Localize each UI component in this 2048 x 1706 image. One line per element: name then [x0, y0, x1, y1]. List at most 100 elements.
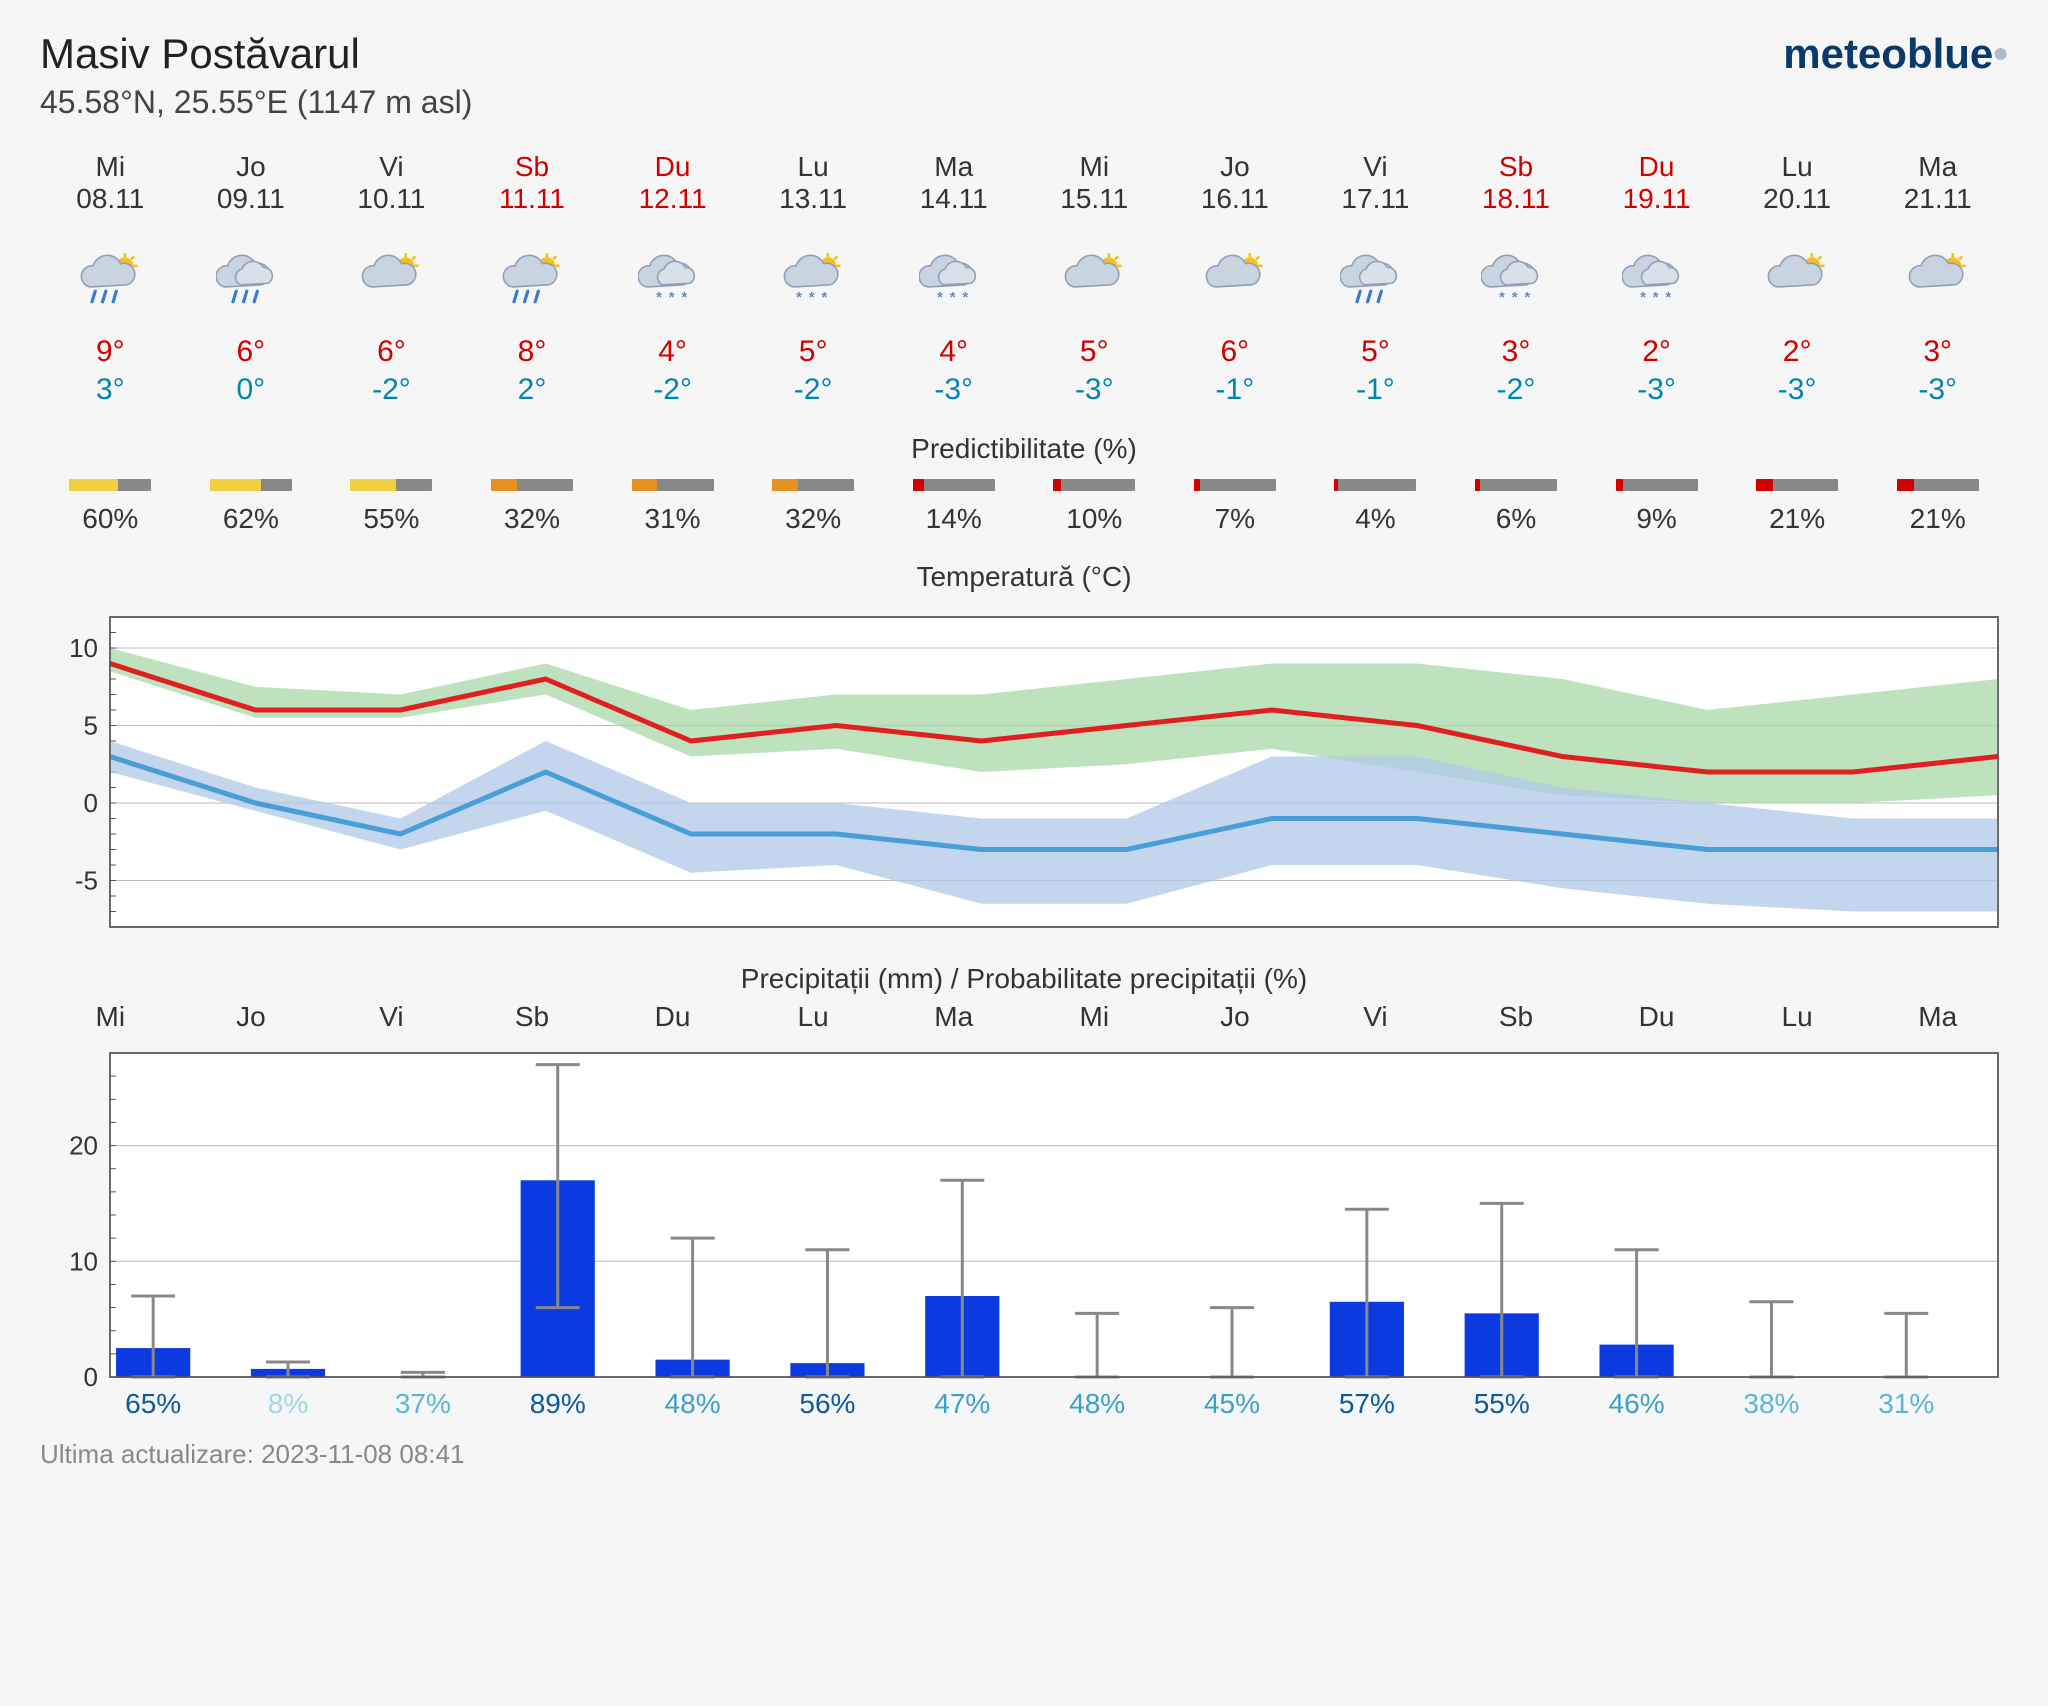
svg-text:*: *: [1652, 289, 1658, 305]
svg-text:45%: 45%: [1204, 1388, 1260, 1419]
day-date: 12.11: [602, 183, 743, 215]
weather-icon: [1165, 233, 1306, 323]
day-date: 19.11: [1586, 183, 1727, 215]
predictability-bar: [210, 479, 292, 491]
svg-text:*: *: [949, 289, 955, 305]
temperature-title: Temperatură (°C): [40, 561, 2008, 593]
temp-low: -1°: [1305, 373, 1446, 407]
predictability-percent: 32%: [743, 503, 884, 535]
predictability-bar: [491, 479, 573, 491]
weather-icon: ***: [743, 233, 884, 323]
location-block: Masiv Postăvarul 45.58°N, 25.55°E (1147 …: [40, 30, 472, 121]
precip-day-label: Lu: [1727, 1001, 1868, 1033]
forecast-day-grid: Mi08.119°3°Jo09.116°0°Vi10.116°-2°Sb11.1…: [40, 151, 2008, 407]
day-of-week: Vi: [321, 151, 462, 183]
predictability-bar: [1616, 479, 1698, 491]
predictability-cell: 55%: [321, 479, 462, 535]
weather-icon: [1867, 233, 2008, 323]
temp-high: 6°: [1165, 335, 1306, 369]
forecast-day: Vi10.116°-2°: [321, 151, 462, 407]
svg-text:*: *: [668, 289, 674, 305]
temperature-chart: -50510: [40, 607, 2008, 937]
temp-low: -3°: [883, 373, 1024, 407]
predictability-cell: 6%: [1446, 479, 1587, 535]
predictability-percent: 32%: [462, 503, 603, 535]
day-date: 13.11: [743, 183, 884, 215]
day-date: 16.11: [1165, 183, 1306, 215]
predictability-percent: 4%: [1305, 503, 1446, 535]
weather-icon: [321, 233, 462, 323]
temp-low: -3°: [1867, 373, 2008, 407]
svg-text:56%: 56%: [799, 1388, 855, 1419]
predictability-percent: 7%: [1165, 503, 1306, 535]
temp-low: -3°: [1586, 373, 1727, 407]
precip-day-label: Mi: [1024, 1001, 1165, 1033]
temp-low: -2°: [602, 373, 743, 407]
precip-day-label: Du: [602, 1001, 743, 1033]
svg-text:*: *: [809, 289, 815, 305]
svg-text:38%: 38%: [1743, 1388, 1799, 1419]
temp-high: 5°: [743, 335, 884, 369]
svg-text:48%: 48%: [1069, 1388, 1125, 1419]
predictability-cell: 14%: [883, 479, 1024, 535]
forecast-day: Jo16.116°-1°: [1165, 151, 1306, 407]
svg-text:*: *: [1512, 289, 1518, 305]
forecast-day: Mi15.115°-3°: [1024, 151, 1165, 407]
temp-high: 2°: [1727, 335, 1868, 369]
predictability-bar: [1475, 479, 1557, 491]
svg-text:37%: 37%: [395, 1388, 451, 1419]
weather-icon: ***: [1446, 233, 1587, 323]
temp-low: -2°: [1446, 373, 1587, 407]
temp-high: 5°: [1024, 335, 1165, 369]
forecast-day: Sb11.118°2°: [462, 151, 603, 407]
location-title: Masiv Postăvarul: [40, 30, 472, 78]
svg-text:46%: 46%: [1609, 1388, 1665, 1419]
predictability-cell: 32%: [743, 479, 884, 535]
svg-text:*: *: [937, 289, 943, 305]
predictability-cell: 60%: [40, 479, 181, 535]
predictability-percent: 6%: [1446, 503, 1587, 535]
day-of-week: Sb: [1446, 151, 1587, 183]
temp-low: 3°: [40, 373, 181, 407]
temp-high: 6°: [321, 335, 462, 369]
temp-high: 3°: [1867, 335, 2008, 369]
precip-day-label: Mi: [40, 1001, 181, 1033]
predictability-title: Predictibilitate (%): [40, 433, 2008, 465]
precip-day-label: Jo: [1165, 1001, 1306, 1033]
predictability-percent: 31%: [602, 503, 743, 535]
temp-low: -2°: [743, 373, 884, 407]
precipitation-title: Precipitații (mm) / Probabilitate precip…: [40, 963, 2008, 995]
predictability-bar: [1334, 479, 1416, 491]
temp-high: 4°: [602, 335, 743, 369]
svg-text:10: 10: [69, 633, 98, 663]
svg-text:0: 0: [84, 1362, 98, 1392]
svg-text:*: *: [656, 289, 662, 305]
svg-text:48%: 48%: [665, 1388, 721, 1419]
temp-high: 6°: [181, 335, 322, 369]
weather-icon: [1727, 233, 1868, 323]
day-of-week: Mi: [1024, 151, 1165, 183]
header: Masiv Postăvarul 45.58°N, 25.55°E (1147 …: [40, 30, 2008, 121]
predictability-row: 60%62%55%32%31%32%14%10%7%4%6%9%21%21%: [40, 479, 2008, 535]
day-of-week: Vi: [1305, 151, 1446, 183]
logo-dot: •: [1993, 30, 2008, 77]
temp-high: 2°: [1586, 335, 1727, 369]
day-of-week: Lu: [743, 151, 884, 183]
precip-day-label: Ma: [883, 1001, 1024, 1033]
svg-text:*: *: [1524, 289, 1530, 305]
day-date: 10.11: [321, 183, 462, 215]
temp-low: 0°: [181, 373, 322, 407]
svg-text:*: *: [1665, 289, 1671, 305]
svg-text:10: 10: [69, 1246, 98, 1276]
weather-icon: [462, 233, 603, 323]
predictability-cell: 10%: [1024, 479, 1165, 535]
day-date: 11.11: [462, 183, 603, 215]
logo-text: meteoblue: [1783, 30, 1993, 77]
precipitation-chart: 0102065%8%37%89%48%56%47%48%45%57%55%46%…: [40, 1047, 2008, 1427]
predictability-percent: 21%: [1867, 503, 2008, 535]
temp-high: 3°: [1446, 335, 1587, 369]
svg-text:20: 20: [69, 1131, 98, 1161]
weather-icon: [1305, 233, 1446, 323]
weather-icon: [40, 233, 181, 323]
last-updated: Ultima actualizare: 2023-11-08 08:41: [40, 1439, 2008, 1470]
